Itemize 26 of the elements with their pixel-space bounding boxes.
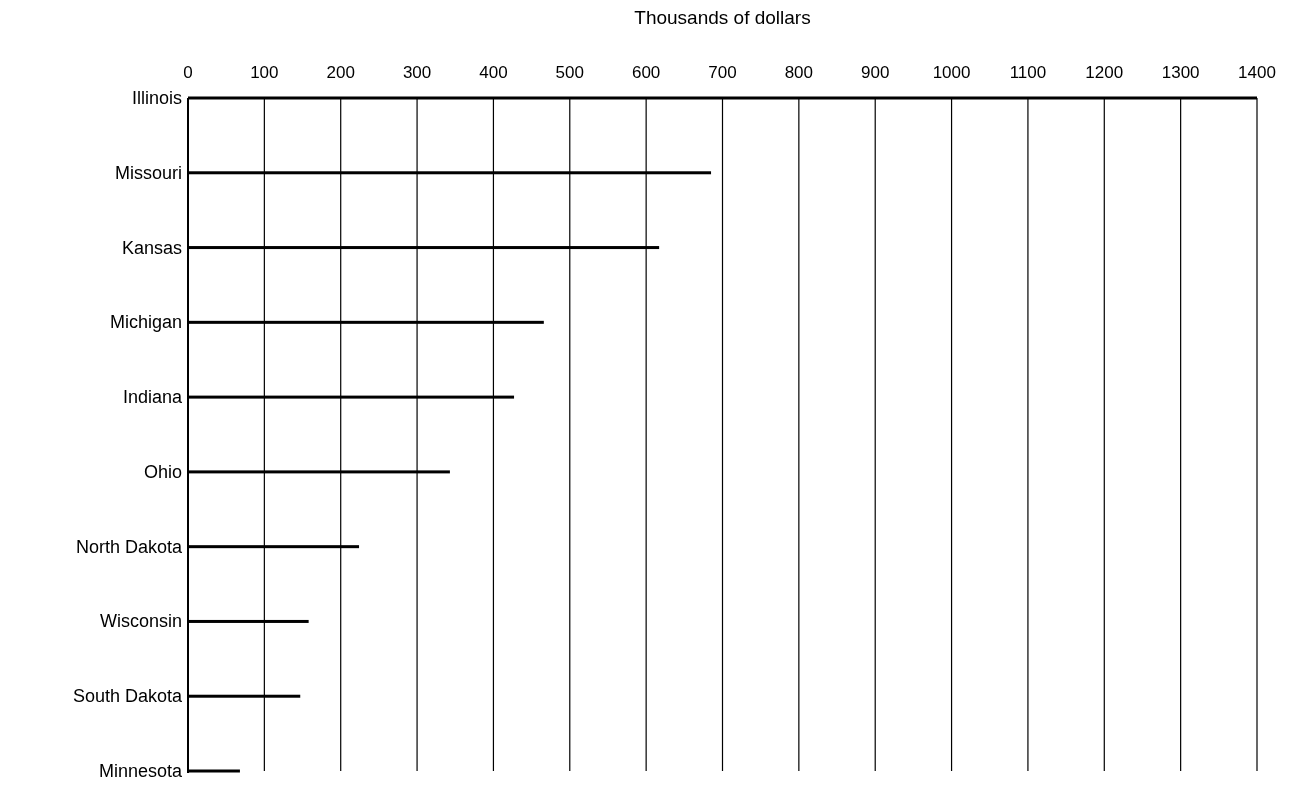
x-tick-label: 500 [555,63,584,82]
y-tick-label: Wisconsin [99,611,182,632]
x-tick-label: 1000 [932,63,971,82]
x-tick-label: 0 [183,63,193,82]
x-tick-label: 200 [326,63,355,82]
x-tick-label: 900 [861,63,890,82]
y-tick-label: Indiana [122,387,183,408]
y-tick-label: Illinois [131,88,182,108]
x-tick-label: 400 [479,63,508,82]
x-tick-label: 1300 [1161,63,1200,82]
y-tick-label: Kansas [121,237,182,258]
x-tick-label: 1100 [1009,63,1047,82]
x-tick-label: 100 [250,63,279,82]
x-tick-label: 600 [631,63,661,82]
x-axis-title: Thousands of dollars [634,7,811,28]
y-tick-label: North Dakota [75,536,183,557]
y-tick-label: Minnesota [98,761,183,781]
x-tick-label: 700 [708,63,737,82]
y-tick-label: South Dakota [72,686,183,707]
x-tick-label: 800 [784,63,814,82]
y-tick-label: Michigan [109,312,182,333]
y-tick-label: Missouri [114,162,182,183]
y-tick-label: Ohio [143,461,182,482]
x-tick-label: 1200 [1085,63,1124,82]
x-tick-label: 300 [402,63,432,82]
x-tick-label: 1400 [1238,63,1276,82]
